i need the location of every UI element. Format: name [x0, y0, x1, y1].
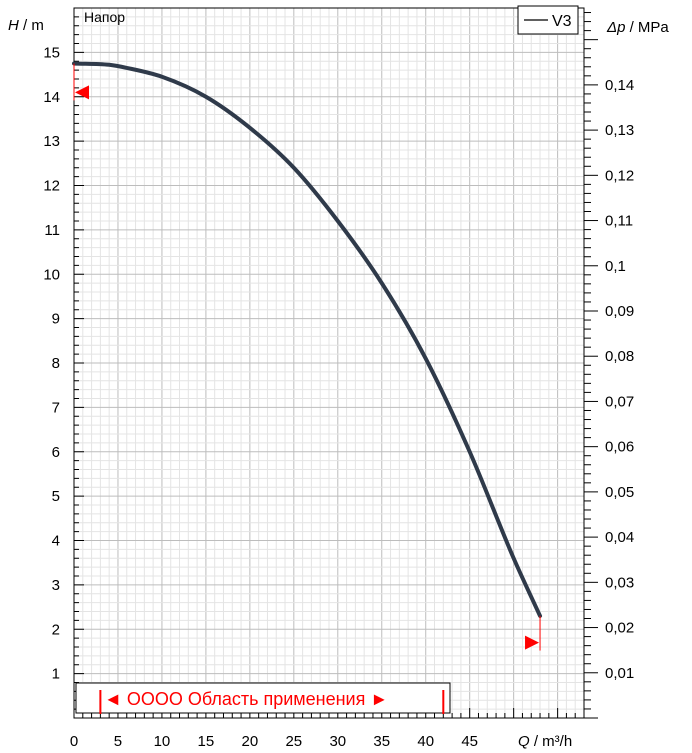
- y-tick-label: 4: [52, 533, 60, 550]
- y2-tick-label: 0,01: [605, 665, 634, 682]
- application-range: ◄ OOOO Область применения ►: [75, 682, 451, 714]
- y2-axis-label: Δp / MPa: [606, 19, 669, 36]
- y-tick-label: 12: [43, 178, 60, 195]
- x-tick-label: 40: [417, 733, 434, 750]
- y-tick-label: 3: [52, 577, 60, 594]
- y2-tick-label: 0,12: [605, 167, 634, 184]
- x-tick-label: 20: [242, 733, 259, 750]
- x-tick-label: 45: [461, 733, 478, 750]
- y2-tick-label: 0,04: [605, 529, 634, 546]
- x-axis-ticks: 0 5 10 15 20 25 30 35 40 45: [70, 708, 585, 750]
- range-marker-right-icon: [525, 635, 540, 650]
- y-tick-label: 7: [52, 399, 60, 416]
- y-tick-label: 2: [52, 621, 60, 638]
- y-tick-label: 9: [52, 311, 60, 328]
- y2-tick-label: 0,06: [605, 439, 634, 456]
- x-tick-label: 10: [154, 733, 171, 750]
- y-tick-label: 5: [52, 488, 60, 505]
- y2-tick-label: 0,05: [605, 484, 634, 501]
- y-tick-label: 14: [43, 89, 60, 106]
- x-axis-label: Q / m³/h: [518, 733, 572, 750]
- y2-tick-label: 0,08: [605, 348, 634, 365]
- x-tick-label: 15: [198, 733, 215, 750]
- chart-title: Напор: [84, 9, 125, 25]
- y-tick-label: 10: [43, 266, 60, 283]
- series-line-v3: [72, 61, 543, 618]
- y2-axis-ticks: 0,01 0,02 0,03 0,04 0,05 0,06 0,07 0,08 0,09 0,1 0…: [584, 12, 634, 719]
- legend-entry-v3: V3: [552, 13, 572, 30]
- grid: [73, 7, 585, 719]
- x-tick-label: 25: [285, 733, 302, 750]
- application-range-box: [75, 682, 451, 714]
- y-tick-label: 11: [44, 222, 60, 239]
- y-tick-label: 15: [43, 44, 60, 61]
- x-tick-label: 0: [70, 733, 78, 750]
- y-tick-label: 1: [52, 666, 60, 683]
- legend: V3: [517, 5, 579, 35]
- y2-tick-label: 0,11: [605, 213, 633, 230]
- application-range-label: ◄ OOOO Область применения ►: [104, 689, 388, 709]
- y-tick-label: 13: [43, 133, 60, 150]
- y2-tick-label: 0,1: [605, 258, 626, 275]
- y2-tick-label: 0,02: [605, 620, 634, 637]
- y-tick-label: 6: [52, 444, 60, 461]
- y2-tick-label: 0,13: [605, 122, 634, 139]
- y2-tick-label: 0,09: [605, 303, 634, 320]
- y-tick-label: 8: [52, 355, 60, 372]
- x-tick-label: 35: [373, 733, 390, 750]
- x-tick-label: 30: [329, 733, 346, 750]
- y2-tick-label: 0,03: [605, 574, 634, 591]
- range-marker-left-icon: [75, 85, 89, 100]
- y-axis-label: H / m: [8, 17, 44, 34]
- series-layer: [72, 61, 543, 618]
- markers-layer: [73, 63, 541, 651]
- y2-tick-label: 0,14: [605, 77, 634, 94]
- y2-tick-label: 0,07: [605, 393, 634, 410]
- x-tick-label: 5: [114, 733, 122, 750]
